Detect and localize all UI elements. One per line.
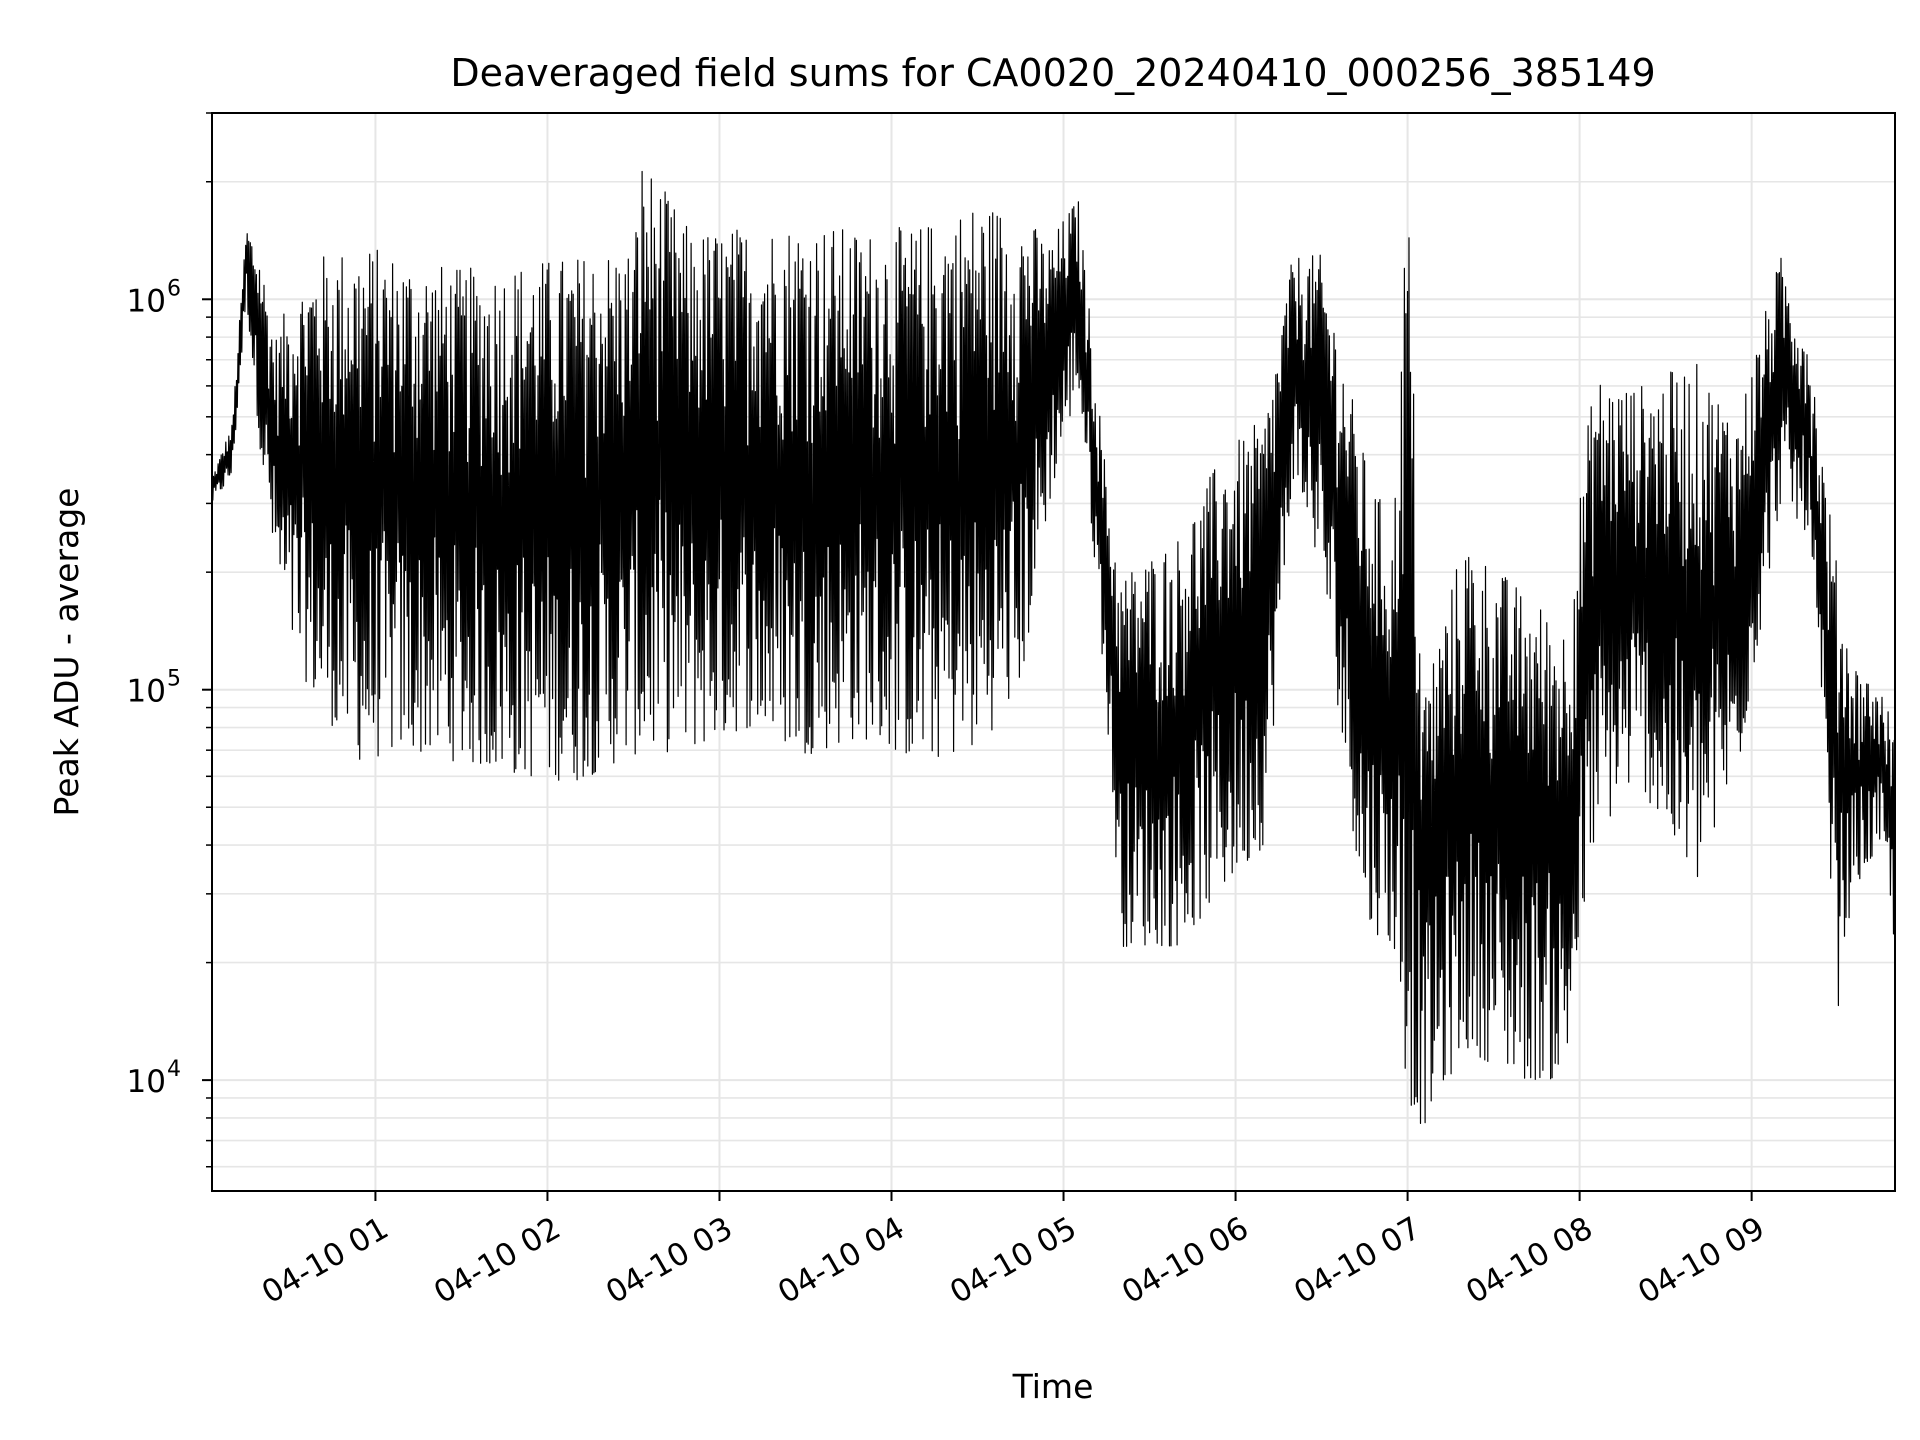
series-trace [211, 170, 1896, 1124]
y-tick-label: 10 [127, 674, 166, 710]
y-tick-exponent: 6 [167, 276, 181, 301]
chart-title: Deaveraged field sums for CA0020_2024041… [450, 51, 1655, 95]
x-axis-label: Time [1012, 1367, 1094, 1406]
y-axis-label: Peak ADU - average [47, 488, 86, 817]
y-tick-exponent: 5 [167, 667, 181, 692]
y-tick-label: 10 [127, 1064, 166, 1100]
y-tick-label: 10 [127, 283, 166, 319]
series-line [211, 170, 1896, 1124]
plot-frame [211, 112, 1896, 1192]
y-tick-exponent: 4 [167, 1057, 181, 1082]
